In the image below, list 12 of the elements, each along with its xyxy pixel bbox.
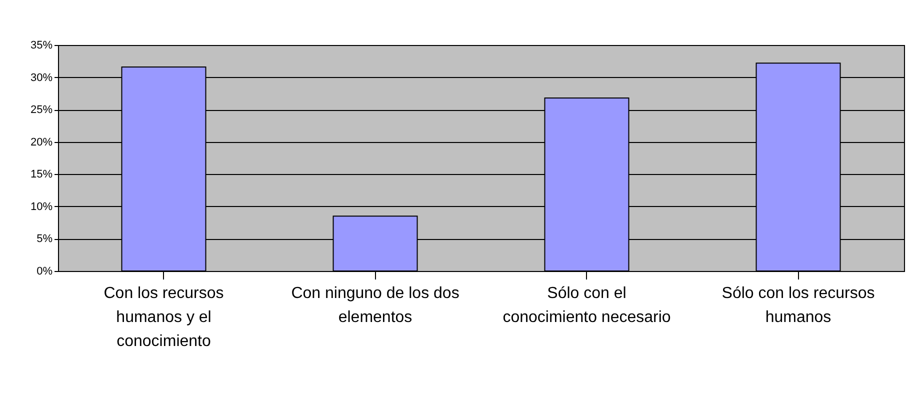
y-tick-label: 15% <box>30 168 53 181</box>
y-tick-label: 0% <box>36 266 53 278</box>
y-tick-label: 10% <box>30 200 53 213</box>
x-tick-label: Con los recursos humanos y el conocimiento <box>104 285 224 350</box>
x-tick-label: Sólo con los recursos humanos <box>722 285 875 326</box>
x-tick-label: Con ninguno de los dos elementos <box>291 285 460 326</box>
y-tick-label: 5% <box>36 233 53 246</box>
y-tick-label: 35% <box>30 40 53 52</box>
x-tick-label: Sólo con el conocimiento necesario <box>502 285 671 326</box>
y-tick-label: 30% <box>30 72 53 84</box>
y-tick-label: 20% <box>30 136 53 148</box>
y-tick-label: 25% <box>30 104 53 116</box>
